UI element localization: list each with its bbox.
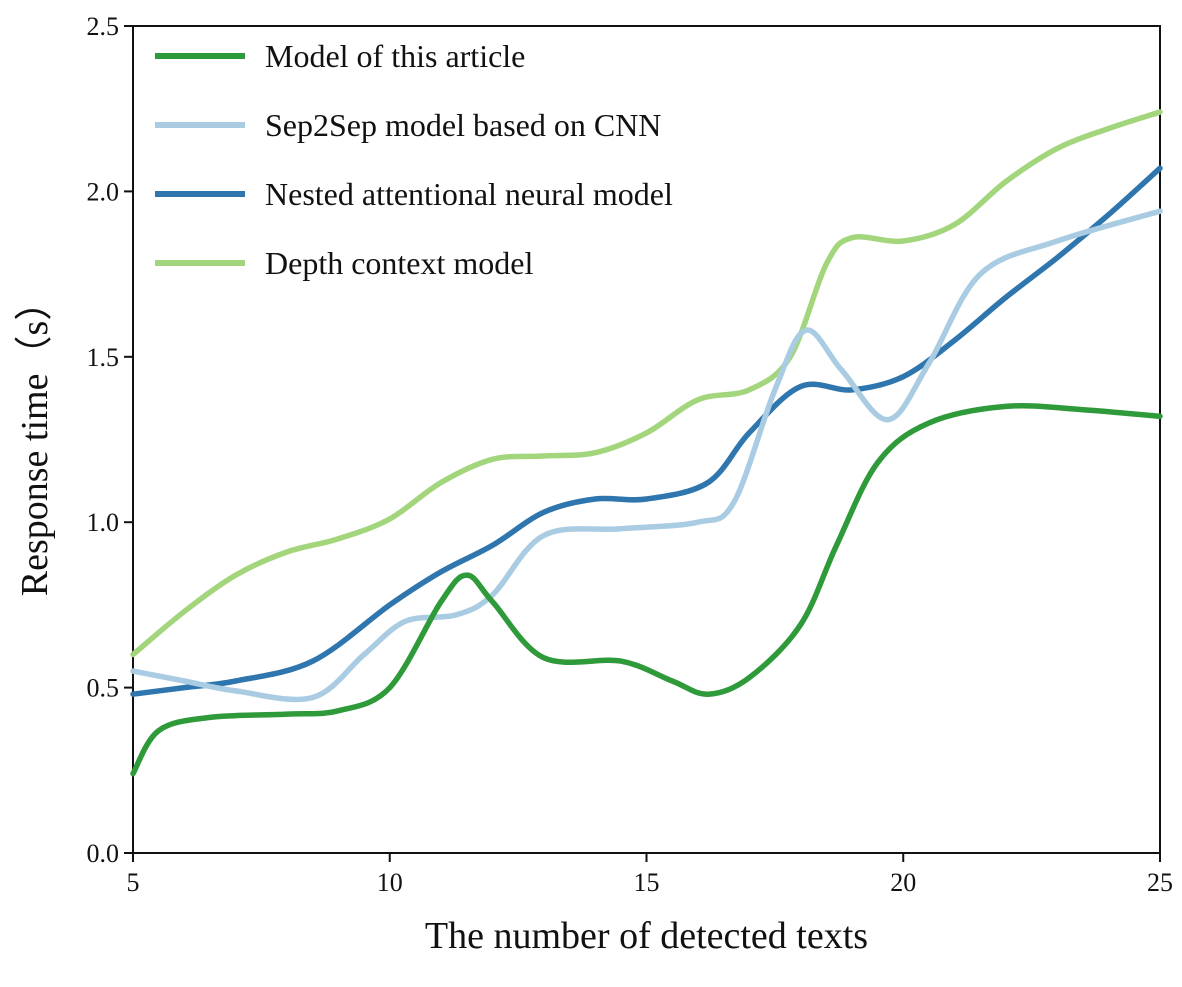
series-layer bbox=[130, 109, 1163, 777]
x-tick-label: 5 bbox=[127, 868, 140, 897]
plot-frame bbox=[132, 25, 1161, 854]
legend-label: Nested attentional neural model bbox=[265, 176, 673, 212]
x-axis: 5 10 15 20 25 bbox=[127, 853, 1173, 897]
x-axis-title: The number of detected texts bbox=[425, 915, 868, 957]
series-line-0 bbox=[130, 402, 1163, 777]
legend: Model of this article Sep2Sep model based… bbox=[155, 38, 673, 281]
x-tick-label: 25 bbox=[1147, 868, 1173, 897]
plot-area bbox=[130, 25, 1163, 854]
y-axis: 0.0 0.5 1.0 1.5 2.0 2.5 bbox=[87, 12, 133, 868]
y-tick-label: 1.0 bbox=[87, 508, 120, 537]
y-tick-label: 0.5 bbox=[87, 674, 120, 703]
x-tick-label: 20 bbox=[890, 868, 916, 897]
y-tick-label: 2.0 bbox=[87, 177, 120, 206]
x-tick-label: 10 bbox=[377, 868, 403, 897]
series-line-2 bbox=[130, 165, 1163, 697]
series-line-1 bbox=[130, 208, 1163, 703]
y-tick-label: 2.5 bbox=[87, 12, 120, 41]
legend-label: Model of this article bbox=[265, 38, 525, 74]
x-tick-label: 15 bbox=[634, 868, 660, 897]
y-axis-title: Response time（s） bbox=[14, 283, 56, 596]
series-line-3 bbox=[130, 109, 1163, 658]
y-tick-label: 0.0 bbox=[87, 839, 120, 868]
y-tick-label: 1.5 bbox=[87, 343, 120, 372]
legend-label: Sep2Sep model based on CNN bbox=[265, 107, 661, 143]
legend-label: Depth context model bbox=[265, 245, 533, 281]
